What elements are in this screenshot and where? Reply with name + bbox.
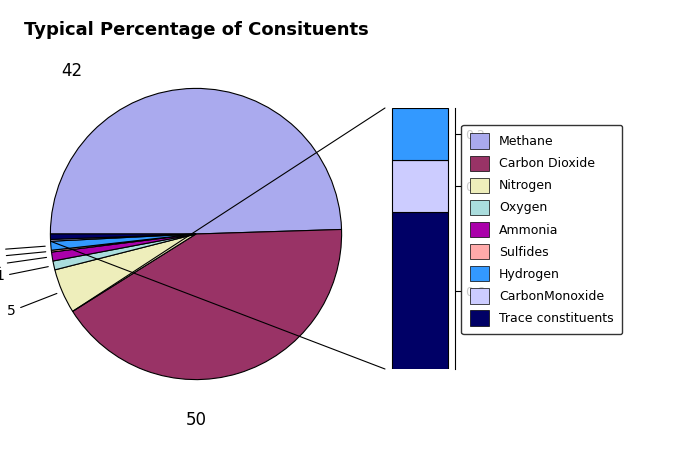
Wedge shape	[50, 234, 196, 250]
Text: 50: 50	[186, 411, 206, 429]
Wedge shape	[50, 234, 196, 239]
Text: 0.2: 0.2	[0, 250, 46, 264]
Text: 42: 42	[62, 62, 83, 80]
Bar	[392, 108, 448, 160]
Wedge shape	[50, 88, 342, 234]
Wedge shape	[55, 234, 196, 311]
Bar	[392, 160, 448, 212]
Text: 1: 1	[0, 243, 46, 257]
Text: 1: 1	[0, 257, 46, 271]
Wedge shape	[50, 234, 196, 241]
Legend: Methane, Carbon Dioxide, Nitrogen, Oxygen, Ammonia, Sulfides, Hydrogen, CarbonMo: Methane, Carbon Dioxide, Nitrogen, Oxyge…	[461, 125, 622, 334]
Bar	[392, 212, 448, 369]
Wedge shape	[73, 230, 342, 380]
Wedge shape	[51, 234, 196, 252]
Wedge shape	[53, 234, 196, 270]
Wedge shape	[52, 234, 196, 261]
Text: 1: 1	[0, 267, 48, 284]
Text: 5: 5	[6, 293, 57, 318]
Title: Typical Percentage of Consituents: Typical Percentage of Consituents	[24, 21, 368, 39]
